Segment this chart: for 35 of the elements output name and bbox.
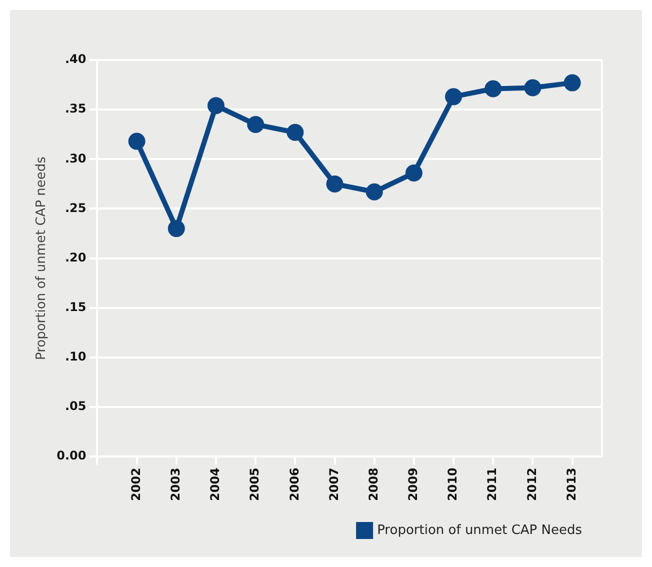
x-tick-label: 2005 (248, 468, 262, 502)
point (366, 183, 383, 200)
point (524, 79, 542, 96)
x-tick-label: 2013 (564, 468, 578, 502)
point (326, 175, 344, 192)
point (564, 74, 581, 92)
y-tick-label: .40 (64, 52, 86, 66)
point (484, 80, 502, 98)
legend-label: Proportion of unmet CAP Needs (377, 522, 582, 538)
x-tick-label: 2010 (446, 468, 460, 502)
x-tick-label: 2004 (208, 468, 222, 502)
x-tick-label: 2006 (287, 468, 302, 502)
point (128, 132, 146, 150)
point (247, 116, 264, 133)
y-tick-label: 0.00 (56, 448, 86, 463)
y-tick-label: .15 (64, 300, 86, 314)
point (445, 88, 462, 106)
y-tick-label: .35 (64, 102, 86, 116)
y-tick-label: .20 (64, 250, 86, 264)
x-tick-label: 2008 (366, 468, 380, 502)
x-tick-label: 2002 (128, 468, 143, 502)
point (168, 220, 185, 238)
x-tick-label: 2003 (168, 468, 183, 502)
point (207, 97, 224, 114)
x-tick-label: 2011 (485, 468, 500, 502)
x-tick-label: 2009 (406, 468, 420, 502)
point (286, 124, 304, 141)
y-tick-label: .10 (64, 350, 86, 364)
y-tick-label: .05 (64, 399, 86, 414)
point (405, 164, 422, 182)
y-tick-label: .25 (64, 200, 86, 215)
x-tick-label: 2012 (524, 468, 539, 502)
y-tick-label: .30 (64, 151, 86, 166)
y-axis-title: Proportion of unmet CAP needs (34, 156, 50, 360)
x-tick-label: 2007 (326, 468, 341, 502)
